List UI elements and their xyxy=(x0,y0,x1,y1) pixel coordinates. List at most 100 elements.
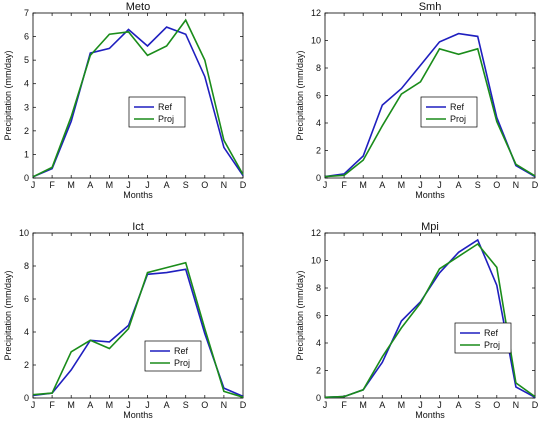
x-tick-label: F xyxy=(341,180,347,190)
y-tick-label: 0 xyxy=(316,173,321,183)
legend: Ref Proj xyxy=(420,96,478,128)
chart-panel-ict: Ict J F M A M J J A S O N D 0 2 4 6 8 10 Months Precipitatio… xyxy=(3,221,247,420)
y-tick-label: 8 xyxy=(316,283,321,293)
legend-label-ref: Ref xyxy=(450,102,465,112)
x-tick-label: N xyxy=(513,180,520,190)
x-tick-label: A xyxy=(87,400,93,410)
x-tick-label: S xyxy=(183,400,189,410)
x-tick-label: J xyxy=(437,400,442,410)
legend-box xyxy=(144,340,202,372)
series-line-proj xyxy=(324,47,536,178)
x-tick-label: A xyxy=(87,180,93,190)
x-tick-label: S xyxy=(475,180,481,190)
legend-label-ref: Ref xyxy=(174,346,189,356)
plot-frame xyxy=(32,232,244,399)
x-tick-label: A xyxy=(379,400,385,410)
y-tick-label: 3 xyxy=(24,102,29,112)
y-tick-label: 12 xyxy=(311,8,321,18)
legend-label-proj: Proj xyxy=(484,340,500,350)
chart-title: Smh xyxy=(419,1,442,13)
x-axis-label: Months xyxy=(415,190,445,200)
y-tick-label: 2 xyxy=(24,126,29,136)
x-tick-label: J xyxy=(126,400,131,410)
x-tick-label: S xyxy=(183,180,189,190)
legend-box xyxy=(454,322,512,354)
x-tick-label: A xyxy=(164,180,170,190)
y-tick-label: 0 xyxy=(24,393,29,403)
y-tick-label: 4 xyxy=(316,118,321,128)
x-tick-label: D xyxy=(240,400,247,410)
x-tick-label: M xyxy=(106,400,114,410)
x-tick-label: O xyxy=(201,400,208,410)
y-axis-label: Precipitation (mm/day) xyxy=(295,270,305,360)
y-tick-label: 5 xyxy=(24,55,29,65)
y-tick-label: 10 xyxy=(19,228,29,238)
legend-label-ref: Ref xyxy=(158,102,173,112)
series-line-ref xyxy=(324,32,536,178)
y-tick-label: 8 xyxy=(316,63,321,73)
x-axis-label: Months xyxy=(123,410,153,420)
y-tick-label: 4 xyxy=(24,327,29,337)
y-tick-label: 4 xyxy=(24,79,29,89)
y-tick-label: 0 xyxy=(24,173,29,183)
x-tick-label: J xyxy=(418,400,423,410)
x-tick-label: O xyxy=(201,180,208,190)
x-tick-label: A xyxy=(379,180,385,190)
x-tick-label: J xyxy=(145,400,150,410)
legend-box xyxy=(420,96,478,128)
legend-label-proj: Proj xyxy=(158,114,174,124)
chart-title: Ict xyxy=(132,221,144,233)
y-axis-label: Precipitation (mm/day) xyxy=(3,270,13,360)
x-tick-label: D xyxy=(240,180,247,190)
series-line-proj xyxy=(324,242,536,399)
x-tick-label: M xyxy=(67,180,75,190)
legend-label-proj: Proj xyxy=(450,114,466,124)
legend-box xyxy=(128,96,186,128)
legend-label-proj: Proj xyxy=(174,358,190,368)
x-tick-label: D xyxy=(532,180,539,190)
x-tick-label: J xyxy=(31,180,36,190)
x-tick-label: A xyxy=(164,400,170,410)
x-tick-label: J xyxy=(31,400,36,410)
x-tick-label: A xyxy=(456,180,462,190)
x-tick-label: J xyxy=(323,400,328,410)
legend: Ref Proj xyxy=(144,340,202,372)
y-tick-label: 6 xyxy=(24,294,29,304)
y-tick-label: 6 xyxy=(24,32,29,42)
y-tick-label: 10 xyxy=(311,36,321,46)
y-tick-label: 10 xyxy=(311,256,321,266)
y-tick-label: 2 xyxy=(316,366,321,376)
x-tick-label: M xyxy=(359,400,367,410)
x-tick-label: J xyxy=(145,180,150,190)
y-tick-label: 6 xyxy=(316,91,321,101)
chart-title: Mpi xyxy=(421,221,439,233)
x-tick-label: F xyxy=(49,180,55,190)
y-tick-label: 8 xyxy=(24,261,29,271)
series-line-ref xyxy=(32,26,244,178)
x-tick-label: O xyxy=(493,180,500,190)
x-tick-label: M xyxy=(359,180,367,190)
y-tick-label: 0 xyxy=(316,393,321,403)
x-tick-label: J xyxy=(418,180,423,190)
chart-panel-smh: Smh J F M A M J J A S O N D 0 2 4 6 8 10 12 Months Precipitat… xyxy=(295,1,539,200)
x-tick-label: J xyxy=(437,180,442,190)
x-tick-label: N xyxy=(513,400,520,410)
x-axis-label: Months xyxy=(123,190,153,200)
x-tick-label: A xyxy=(456,400,462,410)
x-axis-label: Months xyxy=(415,410,445,420)
x-tick-label: N xyxy=(221,400,228,410)
y-tick-label: 2 xyxy=(24,360,29,370)
legend-label-ref: Ref xyxy=(484,328,499,338)
x-tick-label: F xyxy=(341,400,347,410)
series-line-proj xyxy=(32,18,244,178)
x-tick-label: D xyxy=(532,400,539,410)
y-tick-label: 6 xyxy=(316,311,321,321)
x-tick-label: J xyxy=(126,180,131,190)
plot-frame xyxy=(32,12,244,179)
legend: Ref Proj xyxy=(128,96,186,128)
x-tick-label: O xyxy=(493,400,500,410)
series-line-proj xyxy=(32,261,244,398)
y-tick-label: 2 xyxy=(316,146,321,156)
